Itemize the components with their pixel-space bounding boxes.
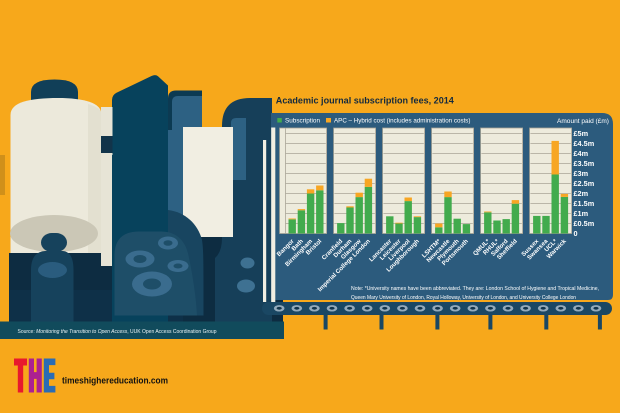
svg-text:Queen Mary University of Londo: Queen Mary University of London, Royal H… xyxy=(351,295,576,301)
svg-text:Subscription: Subscription xyxy=(285,118,320,125)
svg-text:£4.5m: £4.5m xyxy=(574,139,595,148)
svg-text:Source: Monitoring the Transit: Source: Monitoring the Transition to Ope… xyxy=(18,329,217,335)
svg-text:0: 0 xyxy=(574,229,578,238)
svg-text:APC – Hybrid cost (includes ad: APC – Hybrid cost (includes administrati… xyxy=(334,118,471,125)
svg-text:Academic journal subscription: Academic journal subscription fees, 2014 xyxy=(276,96,454,106)
svg-text:£5m: £5m xyxy=(574,129,589,138)
svg-text:£3.5m: £3.5m xyxy=(574,159,595,168)
svg-text:£4m: £4m xyxy=(574,149,589,158)
svg-text:£0.5m: £0.5m xyxy=(574,219,595,228)
svg-text:£1m: £1m xyxy=(574,209,589,218)
svg-text:Amount paid (£m): Amount paid (£m) xyxy=(557,118,609,125)
svg-text:£3m: £3m xyxy=(574,169,589,178)
svg-text:£1.5m: £1.5m xyxy=(574,199,595,208)
svg-text:timeshighereducation.com: timeshighereducation.com xyxy=(62,376,168,386)
svg-text:£2.5m: £2.5m xyxy=(574,179,595,188)
svg-text:Note: *University names have b: Note: *University names have been abbrev… xyxy=(351,286,599,292)
svg-text:£2m: £2m xyxy=(574,189,589,198)
